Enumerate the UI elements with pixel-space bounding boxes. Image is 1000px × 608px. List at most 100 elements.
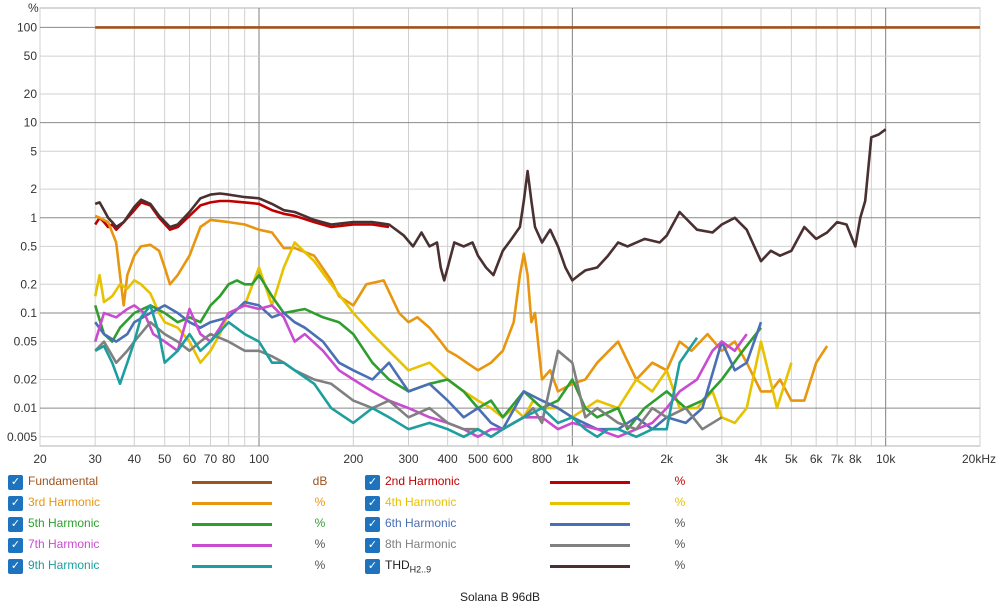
y-tick-label: 0.2 — [20, 277, 37, 291]
legend-unit: % — [314, 495, 326, 509]
legend-swatch — [550, 565, 630, 568]
legend-series-name: 9th Harmonic — [28, 558, 100, 572]
y-tick-label: 1 — [30, 211, 37, 225]
legend-item: ✓ 4th Harmonic% — [0, 494, 1000, 512]
legend-checkbox[interactable]: ✓ — [365, 496, 380, 511]
legend-checkbox[interactable]: ✓ — [8, 559, 23, 574]
legend-swatch — [550, 481, 630, 484]
y-tick-label: 10 — [24, 116, 38, 130]
legend-unit: % — [674, 474, 686, 488]
legend-unit: % — [674, 516, 686, 530]
x-tick-label: 8k — [849, 452, 863, 466]
legend-series-name: THD — [385, 558, 410, 572]
legend-series-name: 4th Harmonic — [385, 495, 457, 509]
x-tick-label: 10k — [876, 452, 896, 466]
legend-label: 3rd Harmonic — [28, 495, 100, 509]
x-tick-label: 2k — [660, 452, 674, 466]
legend-item: ✓ 9th Harmonic% — [0, 557, 1000, 575]
legend-checkbox[interactable]: ✓ — [365, 475, 380, 490]
legend-label: 7th Harmonic — [28, 537, 99, 551]
x-tick-label: 80 — [222, 452, 236, 466]
chart-series — [93, 26, 980, 439]
y-tick-label: 0.02 — [14, 372, 38, 386]
x-tick-label: 100 — [249, 452, 269, 466]
legend-swatch — [550, 523, 630, 526]
y-axis-label: % — [28, 1, 39, 15]
legend-checkbox[interactable]: ✓ — [8, 496, 23, 511]
legend-swatch — [550, 544, 630, 547]
x-tick-label: 200 — [343, 452, 363, 466]
legend-series-name: 8th Harmonic — [385, 537, 457, 551]
chart-ticks: 100 50 20 10 5 2 1 0.5 0.2 0.1 0.05 0.02 0.01 0.005 20… — [7, 20, 996, 466]
x-tick-label: 7k — [831, 452, 845, 466]
legend-unit: dB — [312, 474, 328, 488]
series-line-7 — [93, 304, 748, 439]
legend-label: Fundamental — [28, 474, 98, 488]
plot-area — [39, 7, 981, 447]
series-line-10 — [94, 128, 887, 282]
y-tick-label: 100 — [17, 20, 37, 34]
x-tick-label: 20kHz — [962, 452, 996, 466]
legend-checkbox[interactable]: ✓ — [8, 475, 23, 490]
x-tick-label: 300 — [398, 452, 418, 466]
legend-item: ✓ 3rd Harmonic% — [0, 494, 1000, 512]
legend-unit: % — [674, 558, 686, 572]
legend-series-name: 3rd Harmonic — [28, 495, 101, 509]
legend-unit: % — [314, 537, 326, 551]
distortion-chart: 100 50 20 10 5 2 1 0.5 0.2 0.1 0.05 0.02 0.01 0.005 20… — [7, 1, 996, 466]
legend-unit: % — [314, 516, 326, 530]
legend-checkbox[interactable]: ✓ — [8, 517, 23, 532]
x-tick-label: 500 — [468, 452, 488, 466]
series-line-9 — [94, 304, 699, 439]
legend-item: ✓ 7th Harmonic% — [0, 536, 1000, 554]
legend-swatch — [192, 544, 272, 547]
legend-item: ✓ THDH2..9% — [0, 557, 1000, 575]
legend-series-subscript: H2..9 — [409, 564, 432, 575]
legend-label: 5th Harmonic — [28, 516, 99, 530]
x-tick-label: 1k — [566, 452, 580, 466]
legend-checkbox[interactable]: ✓ — [365, 538, 380, 553]
legend-label: 6th Harmonic — [385, 516, 456, 530]
legend-checkbox[interactable]: ✓ — [365, 559, 380, 574]
y-tick-label: 5 — [30, 144, 37, 158]
y-tick-label: 0.05 — [14, 335, 38, 349]
y-tick-label: 0.1 — [20, 306, 37, 320]
chart-footer-label: Solana B 96dB — [459, 590, 541, 604]
y-tick-label: 0.01 — [14, 401, 38, 415]
legend-swatch — [192, 565, 272, 568]
x-tick-label: 4k — [755, 452, 769, 466]
legend-series-name: 6th Harmonic — [385, 516, 457, 530]
legend-item: ✓ 8th Harmonic% — [0, 536, 1000, 554]
y-tick-label: 2 — [30, 182, 37, 196]
legend-label: 4th Harmonic — [385, 495, 456, 509]
legend-checkbox[interactable]: ✓ — [365, 517, 380, 532]
series-line-3 — [94, 214, 829, 402]
y-tick-label: 20 — [24, 87, 38, 101]
legend-series-name: 2nd Harmonic — [385, 474, 460, 488]
legend-unit: % — [314, 558, 326, 572]
legend-checkbox[interactable]: ✓ — [8, 538, 23, 553]
legend-swatch — [192, 502, 272, 505]
y-tick-label: 50 — [24, 49, 38, 63]
x-tick-label: 5k — [785, 452, 799, 466]
series-line-8 — [94, 320, 723, 439]
x-tick-label: 50 — [158, 452, 172, 466]
legend-swatch — [550, 502, 630, 505]
legend-item: ✓ 6th Harmonic% — [0, 515, 1000, 533]
legend-unit: % — [674, 537, 686, 551]
legend-label: 9th Harmonic — [28, 558, 99, 572]
series-line-2 — [94, 199, 390, 231]
x-tick-label: 40 — [128, 452, 142, 466]
x-tick-label: 30 — [88, 452, 102, 466]
legend-unit: % — [674, 495, 686, 509]
legend-swatch — [192, 481, 272, 484]
x-tick-label: 800 — [532, 452, 552, 466]
chart-grid — [39, 7, 981, 447]
x-tick-label: 3k — [715, 452, 729, 466]
x-tick-label: 600 — [493, 452, 513, 466]
legend-label: THDH2..9 — [385, 558, 431, 574]
legend-series-name: Fundamental — [28, 474, 99, 488]
x-tick-label: 70 — [204, 452, 218, 466]
x-tick-label: 6k — [810, 452, 824, 466]
legend-item: ✓ Fundamental dB — [0, 473, 1000, 491]
